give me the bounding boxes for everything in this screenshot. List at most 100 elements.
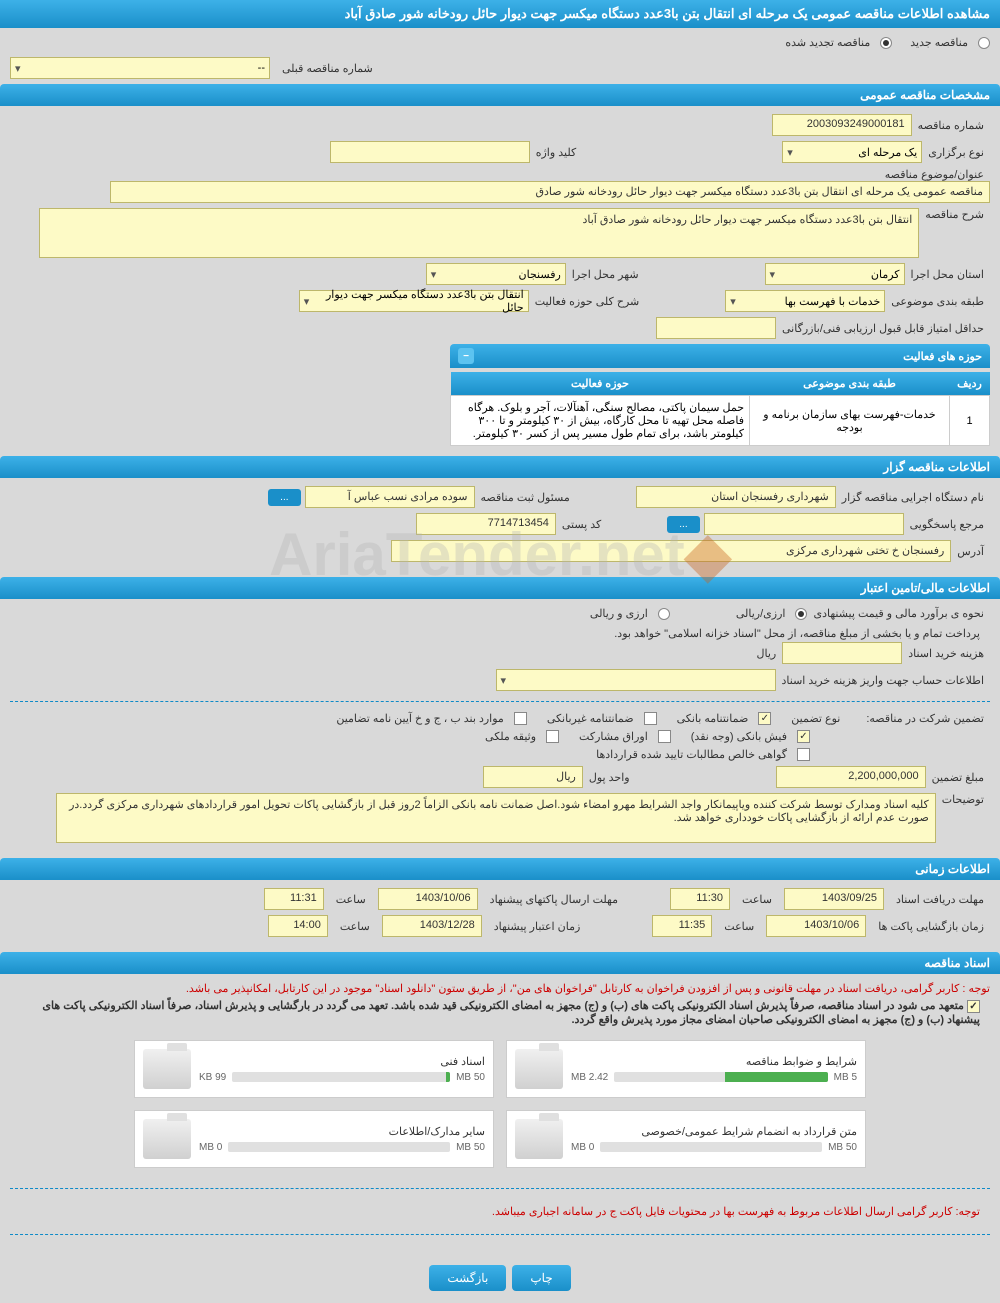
doc-bottom-note: توجه: کاربر گرامی ارسال اطلاعات مربوط به… [10,1199,990,1224]
section-timing-header: اطلاعات زمانی [0,858,1000,880]
file-card[interactable]: شرایط و ضوابط مناقصه 5 MB 2.42 MB [506,1040,866,1098]
file-max: 50 MB [456,1142,485,1153]
validity-time: 14:00 [268,915,328,937]
responsible-field: سوده مرادی نسب عباس آ [305,486,475,508]
guarantee-label: تضمین شرکت در مناقصه: [860,712,990,725]
doc-deadline-label: مهلت دریافت اسناد [890,893,990,906]
guarantee-type-label: نوع تضمین [785,712,846,725]
contact-label: مرجع پاسخگویی [904,518,990,531]
org-label: نام دستگاه اجرایی مناقصه گزار [836,491,990,504]
section-financial-header: اطلاعات مالی/تامین اعتبار [0,577,1000,599]
folder-icon [143,1049,191,1089]
postal-label: کد پستی [556,518,607,531]
commit-checkbox[interactable] [967,1000,980,1013]
file-title: شرایط و ضوابط مناقصه [571,1055,857,1068]
notes-field: کلیه اسناد ومدارک توسط شرکت کننده ویاپیم… [56,793,936,843]
folder-icon [515,1119,563,1159]
progress-bar [232,1072,450,1082]
contact-more-button[interactable]: ... [667,516,699,533]
packet-deadline-date: 1403/10/06 [378,888,478,910]
currency-label: واحد پول [583,771,636,784]
doc-fee-unit: ریال [750,647,782,660]
validity-date: 1403/12/28 [382,915,482,937]
contact-field [704,513,904,535]
activity-desc-label: شرح کلی حوزه فعالیت [529,295,646,308]
holding-type-label: نوع برگزاری [922,146,990,159]
file-card[interactable]: سایر مدارک/اطلاعات 50 MB 0 MB [134,1110,494,1168]
radio-new-tender[interactable]: مناقصه جدید [904,36,990,49]
file-card[interactable]: متن قرارداد به انضمام شرایط عمومی/خصوصی … [506,1110,866,1168]
check-g7[interactable]: گواهی خالص مطالبات تایید شده قراردادها [590,748,810,761]
subject-label: عنوان/موضوع مناقصه [879,168,990,181]
section-timing-body: مهلت دریافت اسناد 1403/09/25 ساعت 11:30 … [0,880,1000,950]
account-label: اطلاعات حساب جهت واریز هزینه خرید اسناد [776,674,990,687]
guarantee-amount-field: 2,200,000,000 [776,766,926,788]
keyword-field[interactable] [330,141,530,163]
divider3 [10,1234,990,1235]
account-select[interactable] [496,669,776,691]
section-documents-header: اسناد مناقصه [0,952,1000,974]
file-card[interactable]: اسناد فنی 50 MB 99 KB [134,1040,494,1098]
file-max: 50 MB [828,1142,857,1153]
doc-note2: متعهد می شود در اسناد مناقصه، صرفاً پذیر… [10,995,990,1030]
file-size: 99 KB [199,1072,226,1083]
bottom-buttons: چاپ بازگشت [0,1253,1000,1303]
postal-field: 7714713454 [416,513,556,535]
check-g5[interactable]: اوراق مشارکت [573,730,671,743]
folder-icon [515,1049,563,1089]
category-select[interactable]: خدمات با فهرست بها [725,290,885,312]
responsible-more-button[interactable]: ... [268,489,300,506]
col-category: طبقه بندی موضوعی [750,372,950,396]
file-size: 0 MB [199,1142,222,1153]
radio-both[interactable]: ارزی و ریالی [584,607,670,620]
opening-date: 1403/10/06 [766,915,866,937]
section-general-body: شماره مناقصه 2003093249000181 نوع برگزار… [0,106,1000,454]
doc-deadline-date: 1403/09/25 [784,888,884,910]
radio-renewed-tender[interactable]: مناقصه تجدید شده [779,36,892,49]
check-g3[interactable]: موارد بند ب ، ج و خ آیین نامه تضامین [330,712,526,725]
print-button[interactable]: چاپ [512,1265,570,1291]
min-score-field[interactable] [656,317,776,339]
tender-number-field: 2003093249000181 [772,114,912,136]
address-label: آدرس [951,545,990,558]
province-select[interactable]: کرمان [765,263,905,285]
section-documents-body: توجه : کاربر گرامی، دریافت اسناد در مهلت… [0,974,1000,1253]
divider2 [10,1188,990,1189]
activity-table: ردیف طبقه بندی موضوعی حوزه فعالیت 1 خدما… [450,372,990,446]
currency-field: ریال [483,766,583,788]
file-title: اسناد فنی [199,1055,485,1068]
progress-bar [600,1142,822,1152]
radio-rial[interactable]: ارزی/ریالی [730,607,808,620]
col-activity: حوزه فعالیت [451,372,750,396]
check-g4[interactable]: فیش بانکی (وجه نقد) [685,730,810,743]
doc-deadline-time: 11:30 [670,888,730,910]
packet-deadline-time: 11:31 [264,888,324,910]
section-organizer-body: نام دستگاه اجرایی مناقصه گزار شهرداری رف… [0,478,1000,575]
prev-number-select[interactable]: -- [10,57,270,79]
check-g2[interactable]: ضمانتنامه غیربانکی [541,712,657,725]
desc-field: انتقال بتن با3عدد دستگاه میکسر جهت دیوار… [39,208,919,258]
doc-fee-field[interactable] [782,642,902,664]
address-field: رفسنجان خ تختی شهرداری مرکزی [391,540,951,562]
file-max: 5 MB [834,1072,857,1083]
province-label: استان محل اجرا [905,268,990,281]
back-button[interactable]: بازگشت [429,1265,506,1291]
city-select[interactable]: رفسنجان [426,263,566,285]
activity-desc-select[interactable]: انتقال بتن با3عدد دستگاه میکسر جهت دیوار… [299,290,529,312]
progress-bar [614,1072,827,1082]
file-title: متن قرارداد به انضمام شرایط عمومی/خصوصی [571,1125,857,1138]
section-general-header: مشخصات مناقصه عمومی [0,84,1000,106]
page-title: مشاهده اطلاعات مناقصه عمومی یک مرحله ای … [0,0,1000,28]
divider [10,701,990,702]
validity-label: زمان اعتبار پیشنهاد [488,920,587,933]
check-g1[interactable]: ضمانتنامه بانکی [671,712,772,725]
tender-number-label: شماره مناقصه [912,119,990,132]
doc-note1: توجه : کاربر گرامی، دریافت اسناد در مهلت… [10,982,990,995]
table-row: 1 خدمات-فهرست بهای سازمان برنامه و بودجه… [451,396,990,446]
check-g6[interactable]: وثیقه ملکی [479,730,559,743]
payment-note: پرداخت تمام و یا بخشی از مبلغ مناقصه، از… [10,625,990,642]
file-max: 50 MB [456,1072,485,1083]
collapse-icon[interactable]: − [458,348,474,364]
holding-type-select[interactable]: یک مرحله ای [782,141,922,163]
city-label: شهر محل اجرا [566,268,645,281]
